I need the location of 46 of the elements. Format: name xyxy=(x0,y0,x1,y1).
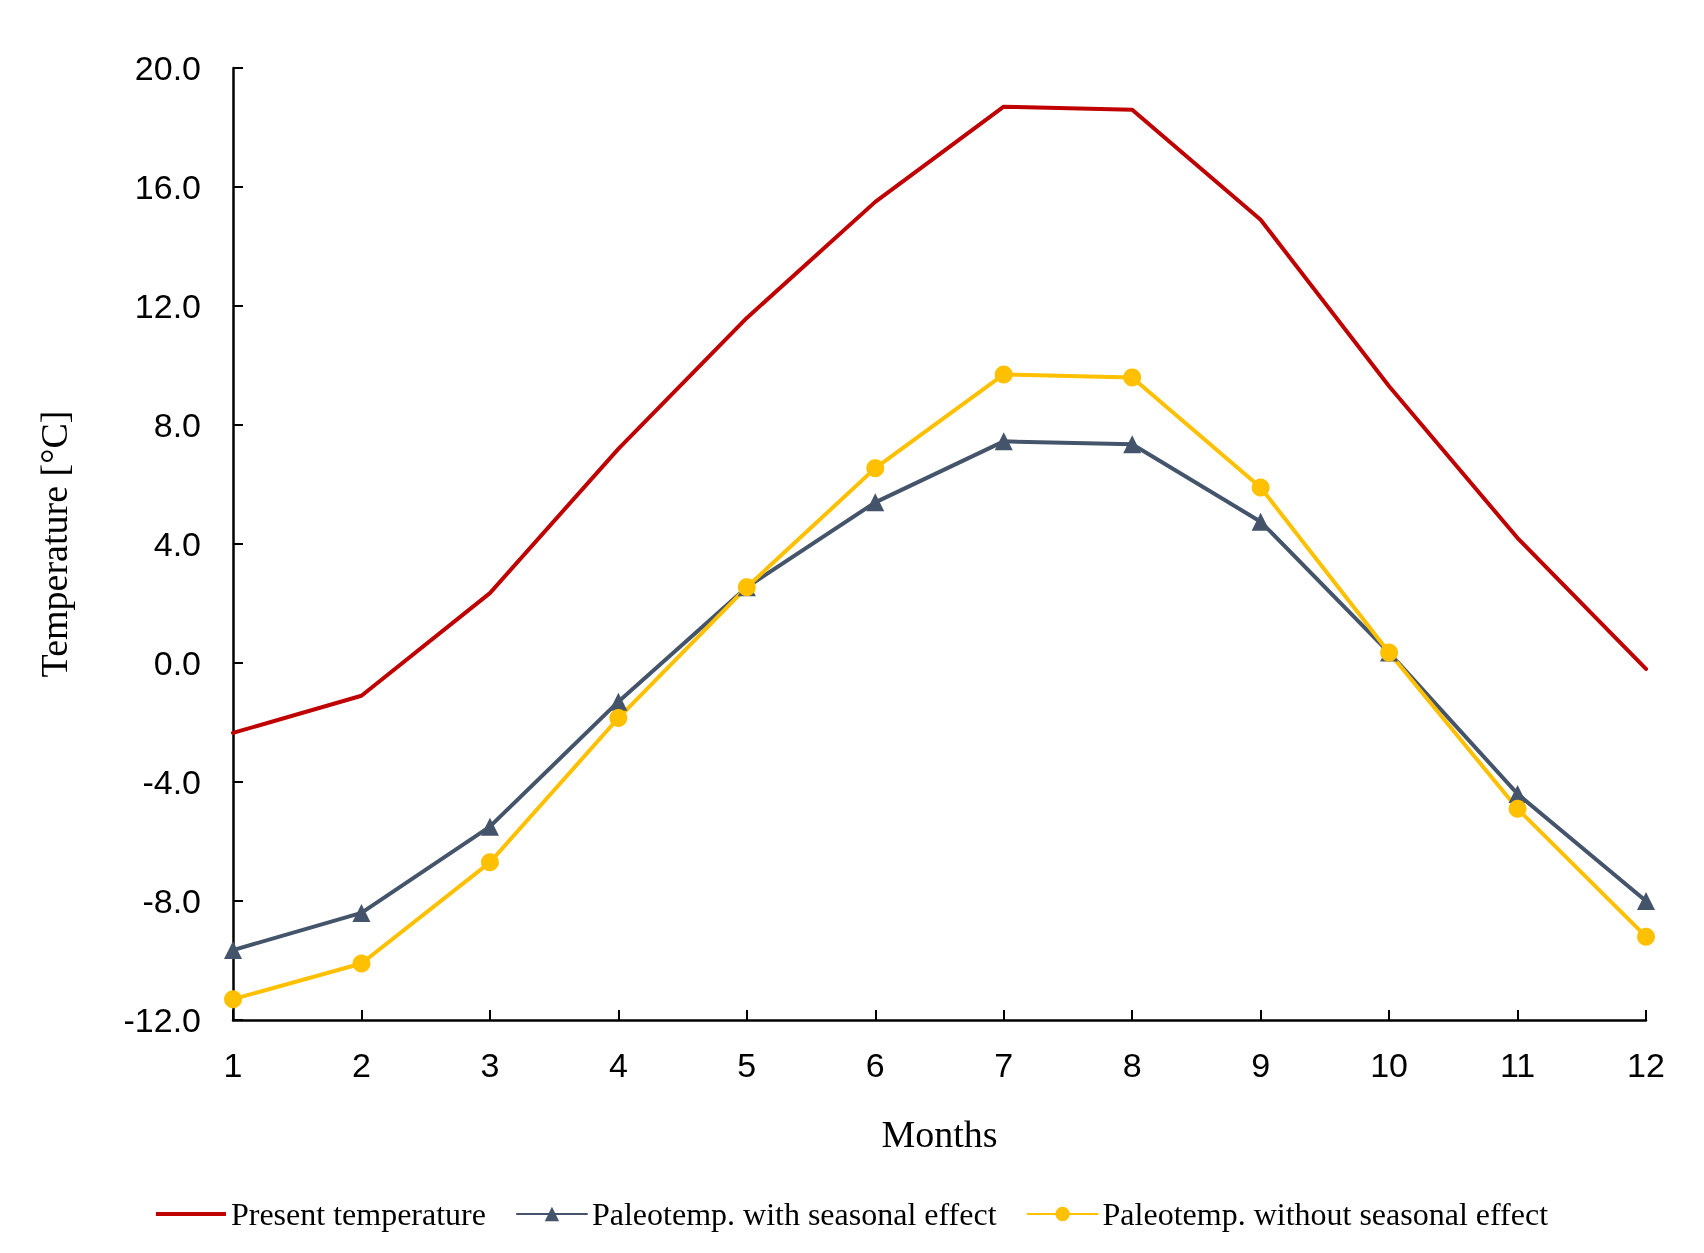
point xyxy=(609,709,628,728)
legend-label: Paleotemp. with seasonal effect xyxy=(591,1196,997,1232)
x-tick-label: 1 xyxy=(223,1046,243,1084)
point xyxy=(1637,892,1655,910)
point xyxy=(1251,512,1270,531)
point xyxy=(994,432,1013,451)
point xyxy=(866,459,885,478)
y-tick-label: -8.0 xyxy=(142,882,201,920)
x-tick-label: 5 xyxy=(737,1046,757,1084)
y-tick-label: 0.0 xyxy=(153,644,201,682)
x-tick-label: 11 xyxy=(1499,1046,1536,1084)
point xyxy=(994,365,1013,384)
x-tick-label: 12 xyxy=(1627,1046,1665,1084)
x-tick-label: 6 xyxy=(865,1046,885,1084)
point xyxy=(1123,435,1142,454)
legend-label: Present temperature xyxy=(230,1196,486,1232)
y-tick-label: 8.0 xyxy=(153,406,201,444)
point xyxy=(480,817,499,836)
point xyxy=(866,493,885,512)
y-tick-label: -4.0 xyxy=(142,763,201,801)
x-tick-label: 3 xyxy=(480,1046,500,1084)
y-tick-label: 4.0 xyxy=(153,525,201,563)
point xyxy=(609,692,628,711)
y-tick-label: 16.0 xyxy=(134,168,201,206)
y-axis-title: Temperature [°C] xyxy=(33,410,75,678)
y-tick-label: -12.0 xyxy=(123,1001,201,1039)
point xyxy=(480,853,499,872)
point xyxy=(1251,478,1270,497)
legend-label: Paleotemp. without seasonal effect xyxy=(1102,1196,1549,1232)
x-tick-label: 9 xyxy=(1251,1046,1271,1084)
y-tick-label: 20.0 xyxy=(134,49,201,87)
x-axis-title: Months xyxy=(881,1113,998,1155)
x-tick-label: 7 xyxy=(994,1046,1014,1084)
x-tick-label: 8 xyxy=(1122,1046,1142,1084)
x-tick-label: 4 xyxy=(608,1046,628,1084)
point xyxy=(1637,927,1655,946)
point xyxy=(352,954,371,973)
point xyxy=(224,941,242,960)
x-tick-label: 10 xyxy=(1370,1046,1409,1084)
point xyxy=(1123,368,1142,387)
point xyxy=(1508,799,1527,818)
point xyxy=(352,903,371,922)
line-series xyxy=(231,104,1648,735)
point xyxy=(224,990,242,1009)
y-tick-label: 12.0 xyxy=(134,287,201,325)
x-tick-label: 2 xyxy=(351,1046,371,1084)
